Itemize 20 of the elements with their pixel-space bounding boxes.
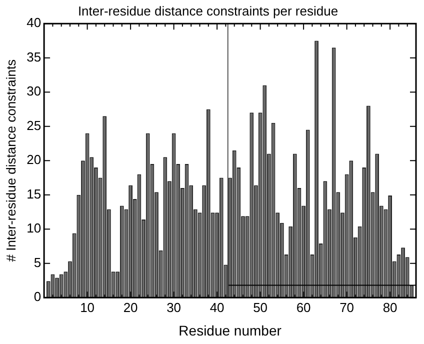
y-tick-label: 0 bbox=[34, 289, 42, 304]
y-tick-label: 30 bbox=[26, 84, 42, 99]
x-tick-label: 70 bbox=[340, 300, 354, 315]
x-tick-label: 40 bbox=[210, 300, 224, 315]
y-tick-label: 25 bbox=[26, 118, 42, 133]
x-tick-label: 20 bbox=[123, 300, 138, 315]
y-tick-label: 20 bbox=[26, 152, 42, 168]
x-tick-label: 50 bbox=[253, 300, 268, 315]
x-tick-label: 60 bbox=[296, 300, 311, 315]
x-tick-label: 10 bbox=[80, 300, 95, 315]
x-tick-label: 80 bbox=[382, 300, 398, 315]
chart-title: Inter-residue distance constraints per residue bbox=[78, 3, 338, 18]
x-axis-title: Residue number bbox=[178, 322, 282, 338]
y-tick-label: 5 bbox=[34, 254, 42, 270]
x-tick-label: 30 bbox=[166, 300, 182, 315]
y-tick-label: 35 bbox=[26, 49, 42, 64]
y-axis-title: # Inter-residue distance constraints bbox=[3, 58, 18, 262]
y-tick-label: 40 bbox=[26, 15, 42, 30]
y-tick-label: 15 bbox=[26, 186, 42, 202]
y-tick-label: 10 bbox=[26, 220, 42, 236]
